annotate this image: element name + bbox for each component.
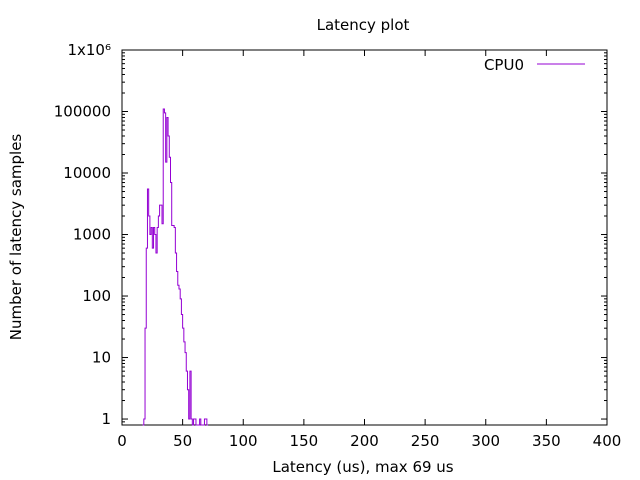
x-tick-label: 250 [411, 432, 440, 450]
x-tick-label: 150 [290, 432, 319, 450]
legend-label: CPU0 [484, 56, 524, 74]
x-tick-label: 300 [471, 432, 500, 450]
y-tick-label: 100 [82, 287, 111, 305]
x-tick-label: 200 [350, 432, 379, 450]
y-tick-label: 1x10⁶ [67, 41, 111, 59]
y-tick-label: 10000 [63, 164, 111, 182]
y-tick-label: 10 [92, 349, 111, 367]
x-tick-label: 350 [532, 432, 561, 450]
chart-title: Latency plot [317, 16, 410, 34]
y-tick-label: 100000 [54, 103, 111, 121]
y-axis: 1 10 100 1000 10000 100000 1x10⁶ [54, 41, 607, 428]
legend: CPU0 [484, 56, 585, 74]
series-line-cpu0 [142, 108, 209, 426]
x-tick-label: 0 [117, 432, 127, 450]
y-tick-label: 1000 [73, 226, 111, 244]
x-axis-label: Latency (us), max 69 us [272, 458, 453, 476]
x-tick-label: 50 [173, 432, 192, 450]
series-layer [142, 108, 209, 426]
y-axis-label: Number of latency samples [7, 134, 25, 341]
y-tick-label: 1 [101, 410, 111, 428]
x-tick-label: 400 [593, 432, 622, 450]
x-tick-label: 100 [229, 432, 258, 450]
x-axis: 0 50 100 150 200 250 300 350 400 [117, 50, 621, 450]
plot-frame [121, 49, 608, 426]
